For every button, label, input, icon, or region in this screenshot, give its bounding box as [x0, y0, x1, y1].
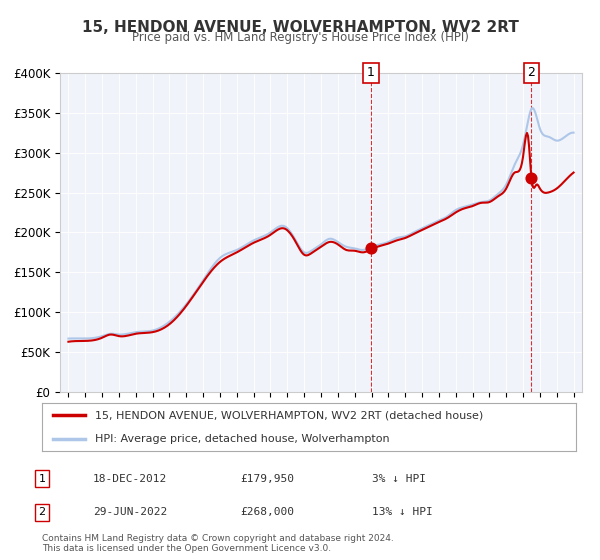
Text: 15, HENDON AVENUE, WOLVERHAMPTON, WV2 2RT (detached house): 15, HENDON AVENUE, WOLVERHAMPTON, WV2 2R… [95, 410, 484, 420]
Text: Price paid vs. HM Land Registry's House Price Index (HPI): Price paid vs. HM Land Registry's House … [131, 31, 469, 44]
Text: Contains HM Land Registry data © Crown copyright and database right 2024.
This d: Contains HM Land Registry data © Crown c… [42, 534, 394, 553]
Text: 29-JUN-2022: 29-JUN-2022 [93, 507, 167, 517]
Text: 2: 2 [38, 507, 46, 517]
Point [527, 174, 536, 183]
Text: 1: 1 [367, 66, 375, 80]
Text: 15, HENDON AVENUE, WOLVERHAMPTON, WV2 2RT: 15, HENDON AVENUE, WOLVERHAMPTON, WV2 2R… [82, 20, 518, 35]
Text: 3% ↓ HPI: 3% ↓ HPI [372, 474, 426, 484]
Text: 1: 1 [38, 474, 46, 484]
Text: 2: 2 [527, 66, 535, 80]
Text: 13% ↓ HPI: 13% ↓ HPI [372, 507, 433, 517]
Text: £179,950: £179,950 [240, 474, 294, 484]
Text: HPI: Average price, detached house, Wolverhampton: HPI: Average price, detached house, Wolv… [95, 434, 390, 444]
Point [366, 244, 376, 253]
Text: £268,000: £268,000 [240, 507, 294, 517]
Text: 18-DEC-2012: 18-DEC-2012 [93, 474, 167, 484]
